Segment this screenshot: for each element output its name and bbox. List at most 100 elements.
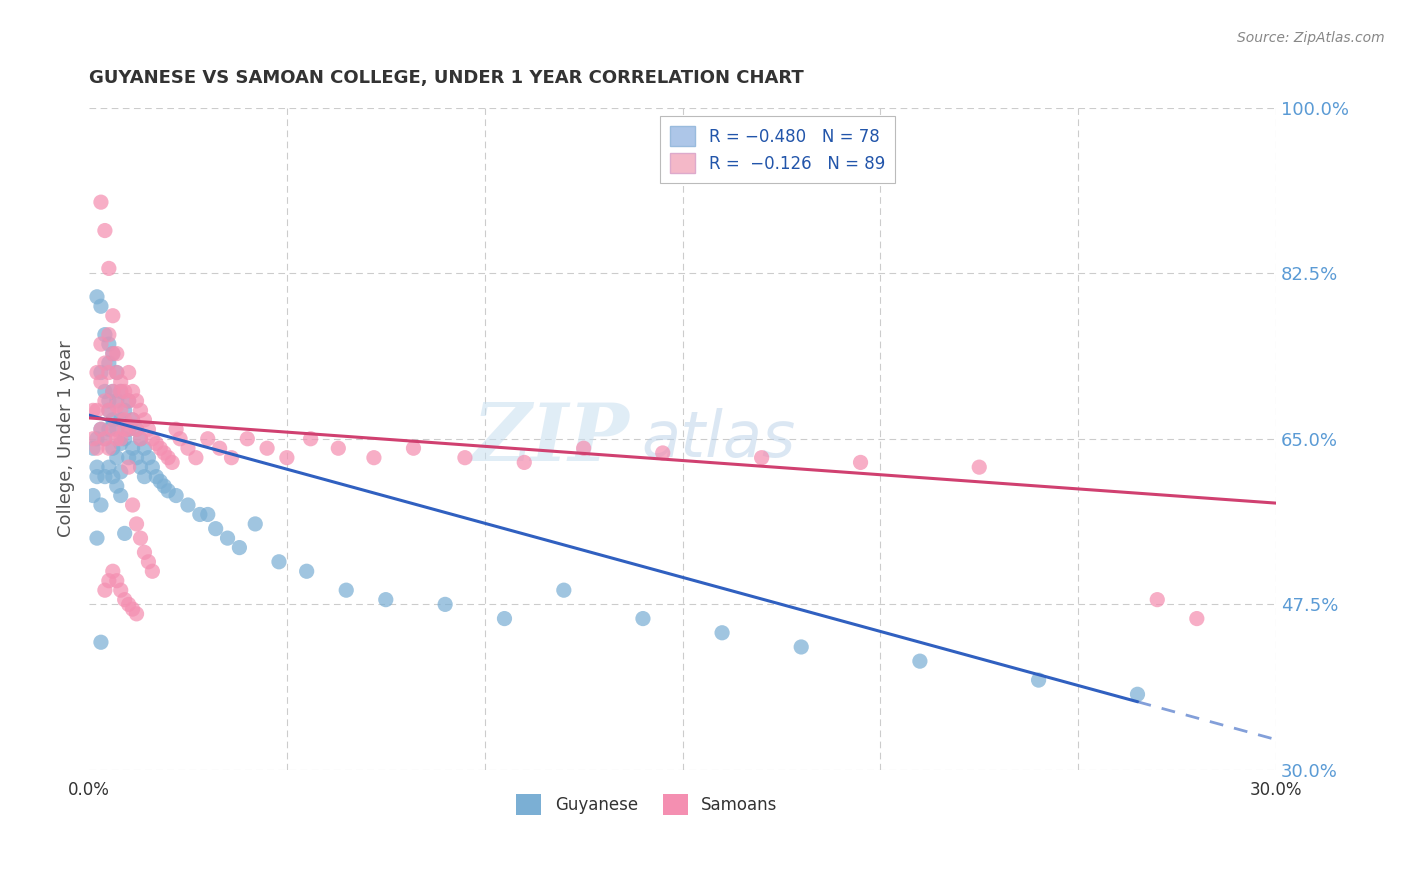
Point	[153, 446, 176, 460]
Point	[169, 432, 191, 446]
Point	[114, 432, 136, 446]
Point	[117, 598, 139, 612]
Point	[90, 366, 112, 380]
Point	[141, 432, 163, 446]
Point	[184, 450, 207, 465]
Point	[114, 413, 136, 427]
Point	[494, 611, 516, 625]
Point	[90, 337, 112, 351]
Point	[86, 469, 108, 483]
Point	[849, 455, 872, 469]
Point	[90, 635, 112, 649]
Point	[114, 526, 136, 541]
Point	[129, 432, 152, 446]
Text: Source: ZipAtlas.com: Source: ZipAtlas.com	[1237, 31, 1385, 45]
Point	[86, 366, 108, 380]
Point	[157, 483, 180, 498]
Point	[94, 327, 117, 342]
Point	[1028, 673, 1050, 687]
Point	[125, 516, 148, 531]
Point	[513, 455, 536, 469]
Point	[125, 393, 148, 408]
Point	[117, 393, 139, 408]
Point	[790, 640, 813, 654]
Point	[117, 366, 139, 380]
Point	[177, 441, 200, 455]
Point	[105, 366, 128, 380]
Point	[97, 460, 120, 475]
Point	[276, 450, 298, 465]
Point	[117, 422, 139, 436]
Point	[129, 531, 152, 545]
Point	[105, 399, 128, 413]
Point	[90, 375, 112, 389]
Point	[110, 432, 132, 446]
Point	[245, 516, 267, 531]
Point	[94, 223, 117, 237]
Point	[101, 441, 124, 455]
Point	[94, 432, 117, 446]
Point	[97, 441, 120, 455]
Text: atlas: atlas	[641, 408, 796, 470]
Point	[86, 441, 108, 455]
Point	[125, 422, 148, 436]
Point	[110, 436, 132, 450]
Point	[86, 403, 108, 417]
Point	[94, 393, 117, 408]
Point	[134, 469, 156, 483]
Point	[631, 611, 654, 625]
Text: ZIP: ZIP	[472, 400, 628, 477]
Point	[90, 195, 112, 210]
Point	[145, 436, 167, 450]
Point	[94, 469, 117, 483]
Point	[82, 441, 104, 455]
Point	[129, 432, 152, 446]
Point	[335, 583, 357, 598]
Point	[110, 403, 132, 417]
Point	[110, 413, 132, 427]
Point	[97, 393, 120, 408]
Point	[90, 299, 112, 313]
Point	[97, 356, 120, 370]
Point	[121, 498, 143, 512]
Point	[125, 450, 148, 465]
Point	[134, 413, 156, 427]
Point	[94, 583, 117, 598]
Y-axis label: College, Under 1 year: College, Under 1 year	[58, 341, 75, 537]
Point	[165, 489, 187, 503]
Point	[114, 422, 136, 436]
Point	[105, 366, 128, 380]
Point	[101, 346, 124, 360]
Point	[125, 422, 148, 436]
Point	[1146, 592, 1168, 607]
Point	[90, 422, 112, 436]
Point	[105, 346, 128, 360]
Point	[117, 422, 139, 436]
Point	[651, 446, 673, 460]
Point	[101, 384, 124, 399]
Point	[153, 479, 176, 493]
Point	[299, 432, 322, 446]
Point	[97, 337, 120, 351]
Point	[105, 422, 128, 436]
Point	[86, 460, 108, 475]
Point	[121, 413, 143, 427]
Point	[328, 441, 350, 455]
Point	[114, 592, 136, 607]
Point	[141, 460, 163, 475]
Point	[121, 441, 143, 455]
Point	[97, 403, 120, 417]
Point	[110, 384, 132, 399]
Point	[101, 564, 124, 578]
Point	[97, 366, 120, 380]
Point	[117, 393, 139, 408]
Point	[97, 422, 120, 436]
Point	[101, 309, 124, 323]
Point	[82, 489, 104, 503]
Text: GUYANESE VS SAMOAN COLLEGE, UNDER 1 YEAR CORRELATION CHART: GUYANESE VS SAMOAN COLLEGE, UNDER 1 YEAR…	[89, 69, 804, 87]
Point	[110, 465, 132, 479]
Point	[145, 469, 167, 483]
Point	[1126, 687, 1149, 701]
Point	[90, 422, 112, 436]
Point	[149, 441, 172, 455]
